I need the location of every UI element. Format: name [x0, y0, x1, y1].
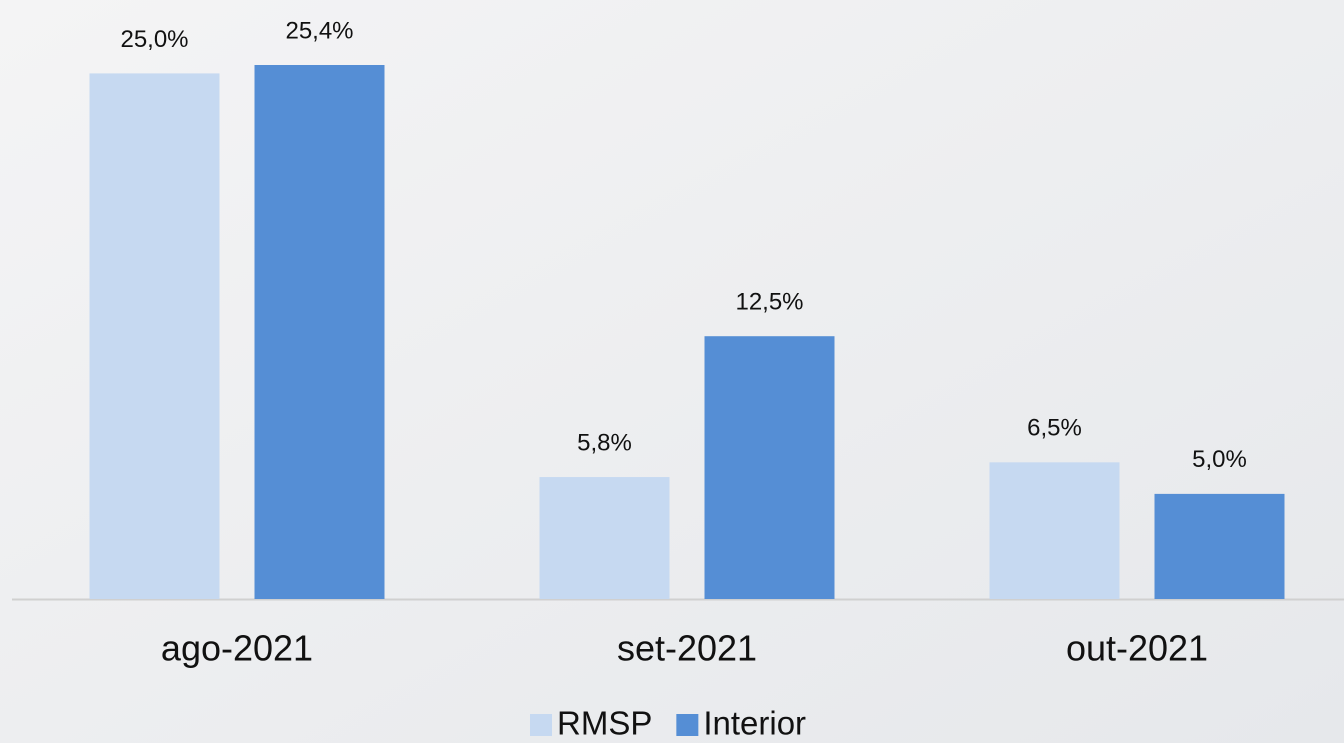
bar [539, 477, 670, 599]
value-label: 25,4% [285, 17, 353, 44]
value-label: 25,0% [120, 26, 188, 53]
value-label: 5,0% [1192, 446, 1247, 473]
bar [254, 65, 385, 599]
x-tick-label: out-2021 [1066, 628, 1208, 669]
bar [89, 73, 220, 600]
legend-swatch [530, 714, 552, 736]
bar [704, 336, 835, 599]
legend-swatch [676, 714, 699, 736]
legend-label: RMSP [557, 705, 652, 742]
legend-label: Interior [703, 705, 806, 742]
x-tick-label: ago-2021 [161, 628, 313, 669]
value-label: 6,5% [1027, 415, 1082, 442]
value-label: 12,5% [735, 289, 803, 316]
x-tick-label: set-2021 [617, 628, 757, 669]
bar [989, 462, 1120, 599]
bar [1154, 493, 1285, 599]
value-label: 5,8% [577, 429, 632, 456]
